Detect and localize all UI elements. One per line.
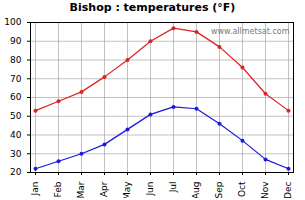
- svg-text:Nov: Nov: [260, 181, 270, 198]
- svg-text:40: 40: [10, 130, 22, 140]
- svg-text:20: 20: [10, 167, 22, 177]
- svg-text:90: 90: [10, 36, 22, 46]
- svg-text:100: 100: [4, 17, 21, 27]
- html-text:Bishop : temperatures (°F): Bishop : temperatures (°F): [69, 1, 236, 14]
- svg-text:80: 80: [10, 55, 22, 65]
- svg-text:Jun: Jun: [145, 182, 155, 197]
- svg-text:Jul: Jul: [168, 182, 178, 194]
- svg-text:May: May: [122, 181, 132, 198]
- svg-text:Mar: Mar: [76, 181, 86, 198]
- svg-text:Sep: Sep: [214, 181, 224, 198]
- svg-text:Aug: Aug: [191, 182, 201, 199]
- svg-text:50: 50: [10, 111, 22, 121]
- svg-text:Feb: Feb: [53, 181, 63, 197]
- svg-text:Apr: Apr: [99, 181, 109, 197]
- svg-text:Oct: Oct: [237, 181, 247, 197]
- svg-text:Jan: Jan: [30, 182, 40, 197]
- svg-text:Dec: Dec: [283, 181, 293, 198]
- svg-text:www.allmetsat.com: www.allmetsat.com: [211, 27, 290, 36]
- svg-text:30: 30: [10, 149, 22, 159]
- svg-text:60: 60: [10, 92, 22, 102]
- svg-text:70: 70: [10, 74, 22, 84]
